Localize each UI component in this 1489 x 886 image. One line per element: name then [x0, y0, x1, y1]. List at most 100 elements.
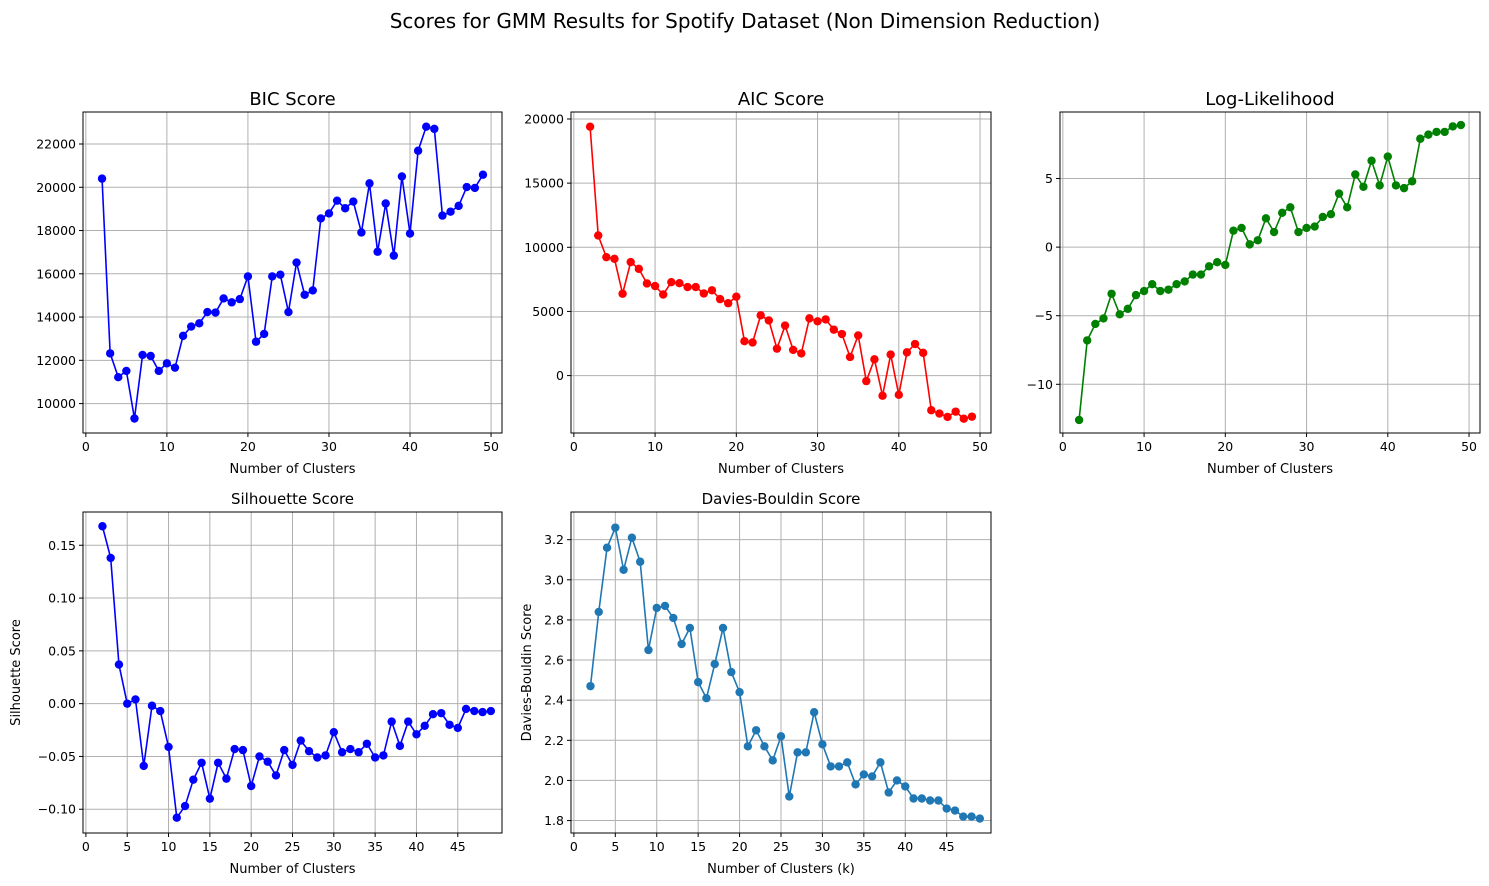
data-point [389, 251, 399, 260]
data-point [255, 752, 264, 761]
data-point [284, 307, 293, 317]
data-point [227, 298, 236, 307]
data-point [288, 760, 297, 770]
data-point [1261, 214, 1271, 223]
x-tick-label: 35 [856, 839, 872, 854]
data-point [1164, 285, 1173, 294]
x-axis-label: Number of Clusters [230, 462, 356, 477]
data-point [139, 761, 148, 771]
data-point [271, 771, 281, 780]
data-point [1253, 236, 1263, 245]
data-point [886, 350, 895, 359]
x-tick-label: 0 [82, 839, 90, 854]
data-point [1131, 290, 1141, 300]
data-point [659, 290, 668, 299]
data-point [901, 782, 910, 791]
data-point [776, 732, 786, 741]
axes-frame [1059, 111, 1481, 434]
y-tick-label: −10 [1027, 377, 1053, 392]
data-point [669, 613, 678, 623]
data-point [1318, 212, 1328, 222]
data-point [715, 294, 725, 304]
data-point [1269, 227, 1279, 237]
series-line [101, 526, 491, 820]
data-point [251, 337, 261, 346]
data-point [1399, 183, 1409, 193]
data-point [1123, 304, 1133, 314]
data-point [461, 704, 471, 714]
data-point [300, 290, 309, 299]
data-point [837, 329, 847, 339]
data-point [308, 286, 317, 295]
x-tick-label: 30 [321, 439, 337, 454]
data-point [1245, 240, 1254, 249]
data-point [357, 228, 366, 237]
data-point [809, 708, 819, 717]
y-tick-label: 0.15 [48, 538, 76, 553]
data-point [1196, 270, 1206, 279]
silhouette-score-panel: 0 5 10 15 20 25 30 35 40 45 −0.10 −0.05 0.00 0.05 0.10… [9, 490, 503, 877]
data-point [259, 329, 269, 339]
y-tick-label: 22000 [36, 137, 76, 152]
data-point [644, 645, 653, 655]
data-point [486, 706, 496, 716]
data-point [162, 359, 172, 368]
data-point [878, 391, 887, 400]
data-point [397, 172, 407, 181]
data-point [164, 742, 173, 752]
data-point [925, 796, 935, 805]
data-point [1091, 319, 1100, 329]
data-point [727, 667, 736, 677]
data-point [586, 681, 595, 691]
data-point [677, 639, 686, 649]
data-point [699, 289, 709, 298]
data-point [760, 742, 769, 751]
data-point [470, 706, 479, 716]
y-tick-label: 10000 [36, 396, 76, 411]
data-point [138, 350, 147, 360]
data-point [967, 412, 977, 421]
data-point [205, 794, 215, 803]
data-point [243, 272, 253, 281]
y-tick-label: 5 [1045, 171, 1053, 186]
data-point [943, 412, 952, 422]
x-tick-label: 50 [1461, 439, 1477, 454]
data-point [821, 315, 830, 324]
x-tick-label: 30 [1299, 439, 1315, 454]
x-tick-label: 30 [326, 839, 342, 854]
x-tick-label: 10 [647, 439, 663, 454]
bic-score-panel: 0 10 20 30 40 50 10000 12000 14000 16000 18000 2000… [36, 89, 503, 477]
data-point [329, 727, 339, 737]
data-point [1407, 177, 1417, 186]
data-point [405, 229, 415, 238]
data-point [691, 282, 700, 292]
data-point [702, 693, 711, 703]
data-point [98, 522, 107, 531]
x-tick-label: 45 [450, 839, 466, 854]
data-points [585, 122, 977, 423]
data-point [437, 708, 446, 718]
data-point [280, 745, 289, 755]
data-point [942, 804, 951, 813]
data-points [1074, 120, 1466, 425]
data-point [387, 717, 396, 726]
data-point [618, 289, 627, 298]
x-axis-label: Number of Clusters [1207, 462, 1333, 477]
x-axis-label: Number of Clusters [230, 862, 356, 877]
data-point [420, 721, 429, 731]
data-point [1237, 223, 1246, 233]
data-point [1334, 189, 1344, 198]
data-point [1148, 279, 1157, 289]
y-tick-label: −5 [1035, 308, 1053, 323]
x-tick-label: 5 [611, 839, 619, 854]
data-point [667, 277, 676, 287]
log-likelihood-panel: 0 10 20 30 40 50 −10 −5 0 5 Log-Likelihood Number o… [1027, 89, 1481, 477]
data-point [602, 252, 611, 262]
data-point [851, 780, 860, 789]
davies-bouldin-score-panel: 0 5 10 15 20 25 30 35 40 45 1.8 2.0 2.2 2.4 2.6 2.8 3.0 3… [520, 490, 992, 877]
data-point [445, 720, 454, 729]
y-tick-label: 15000 [524, 176, 564, 191]
data-point [876, 758, 885, 767]
data-point [818, 740, 827, 749]
data-point [404, 717, 413, 726]
